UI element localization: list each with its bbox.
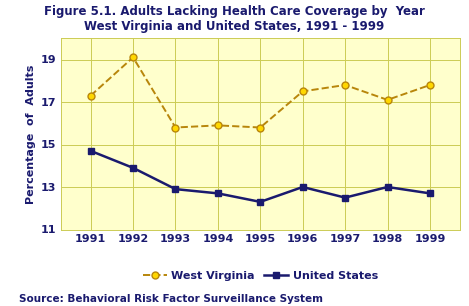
Text: Source: Behavioral Risk Factor Surveillance System: Source: Behavioral Risk Factor Surveilla… [19, 294, 323, 304]
Y-axis label: Percentage  of  Adults: Percentage of Adults [26, 64, 36, 203]
Legend: West Virginia, United States: West Virginia, United States [138, 266, 382, 285]
Text: Figure 5.1. Adults Lacking Health Care Coverage by  Year: Figure 5.1. Adults Lacking Health Care C… [44, 5, 425, 17]
Text: West Virginia and United States, 1991 - 1999: West Virginia and United States, 1991 - … [84, 20, 385, 33]
